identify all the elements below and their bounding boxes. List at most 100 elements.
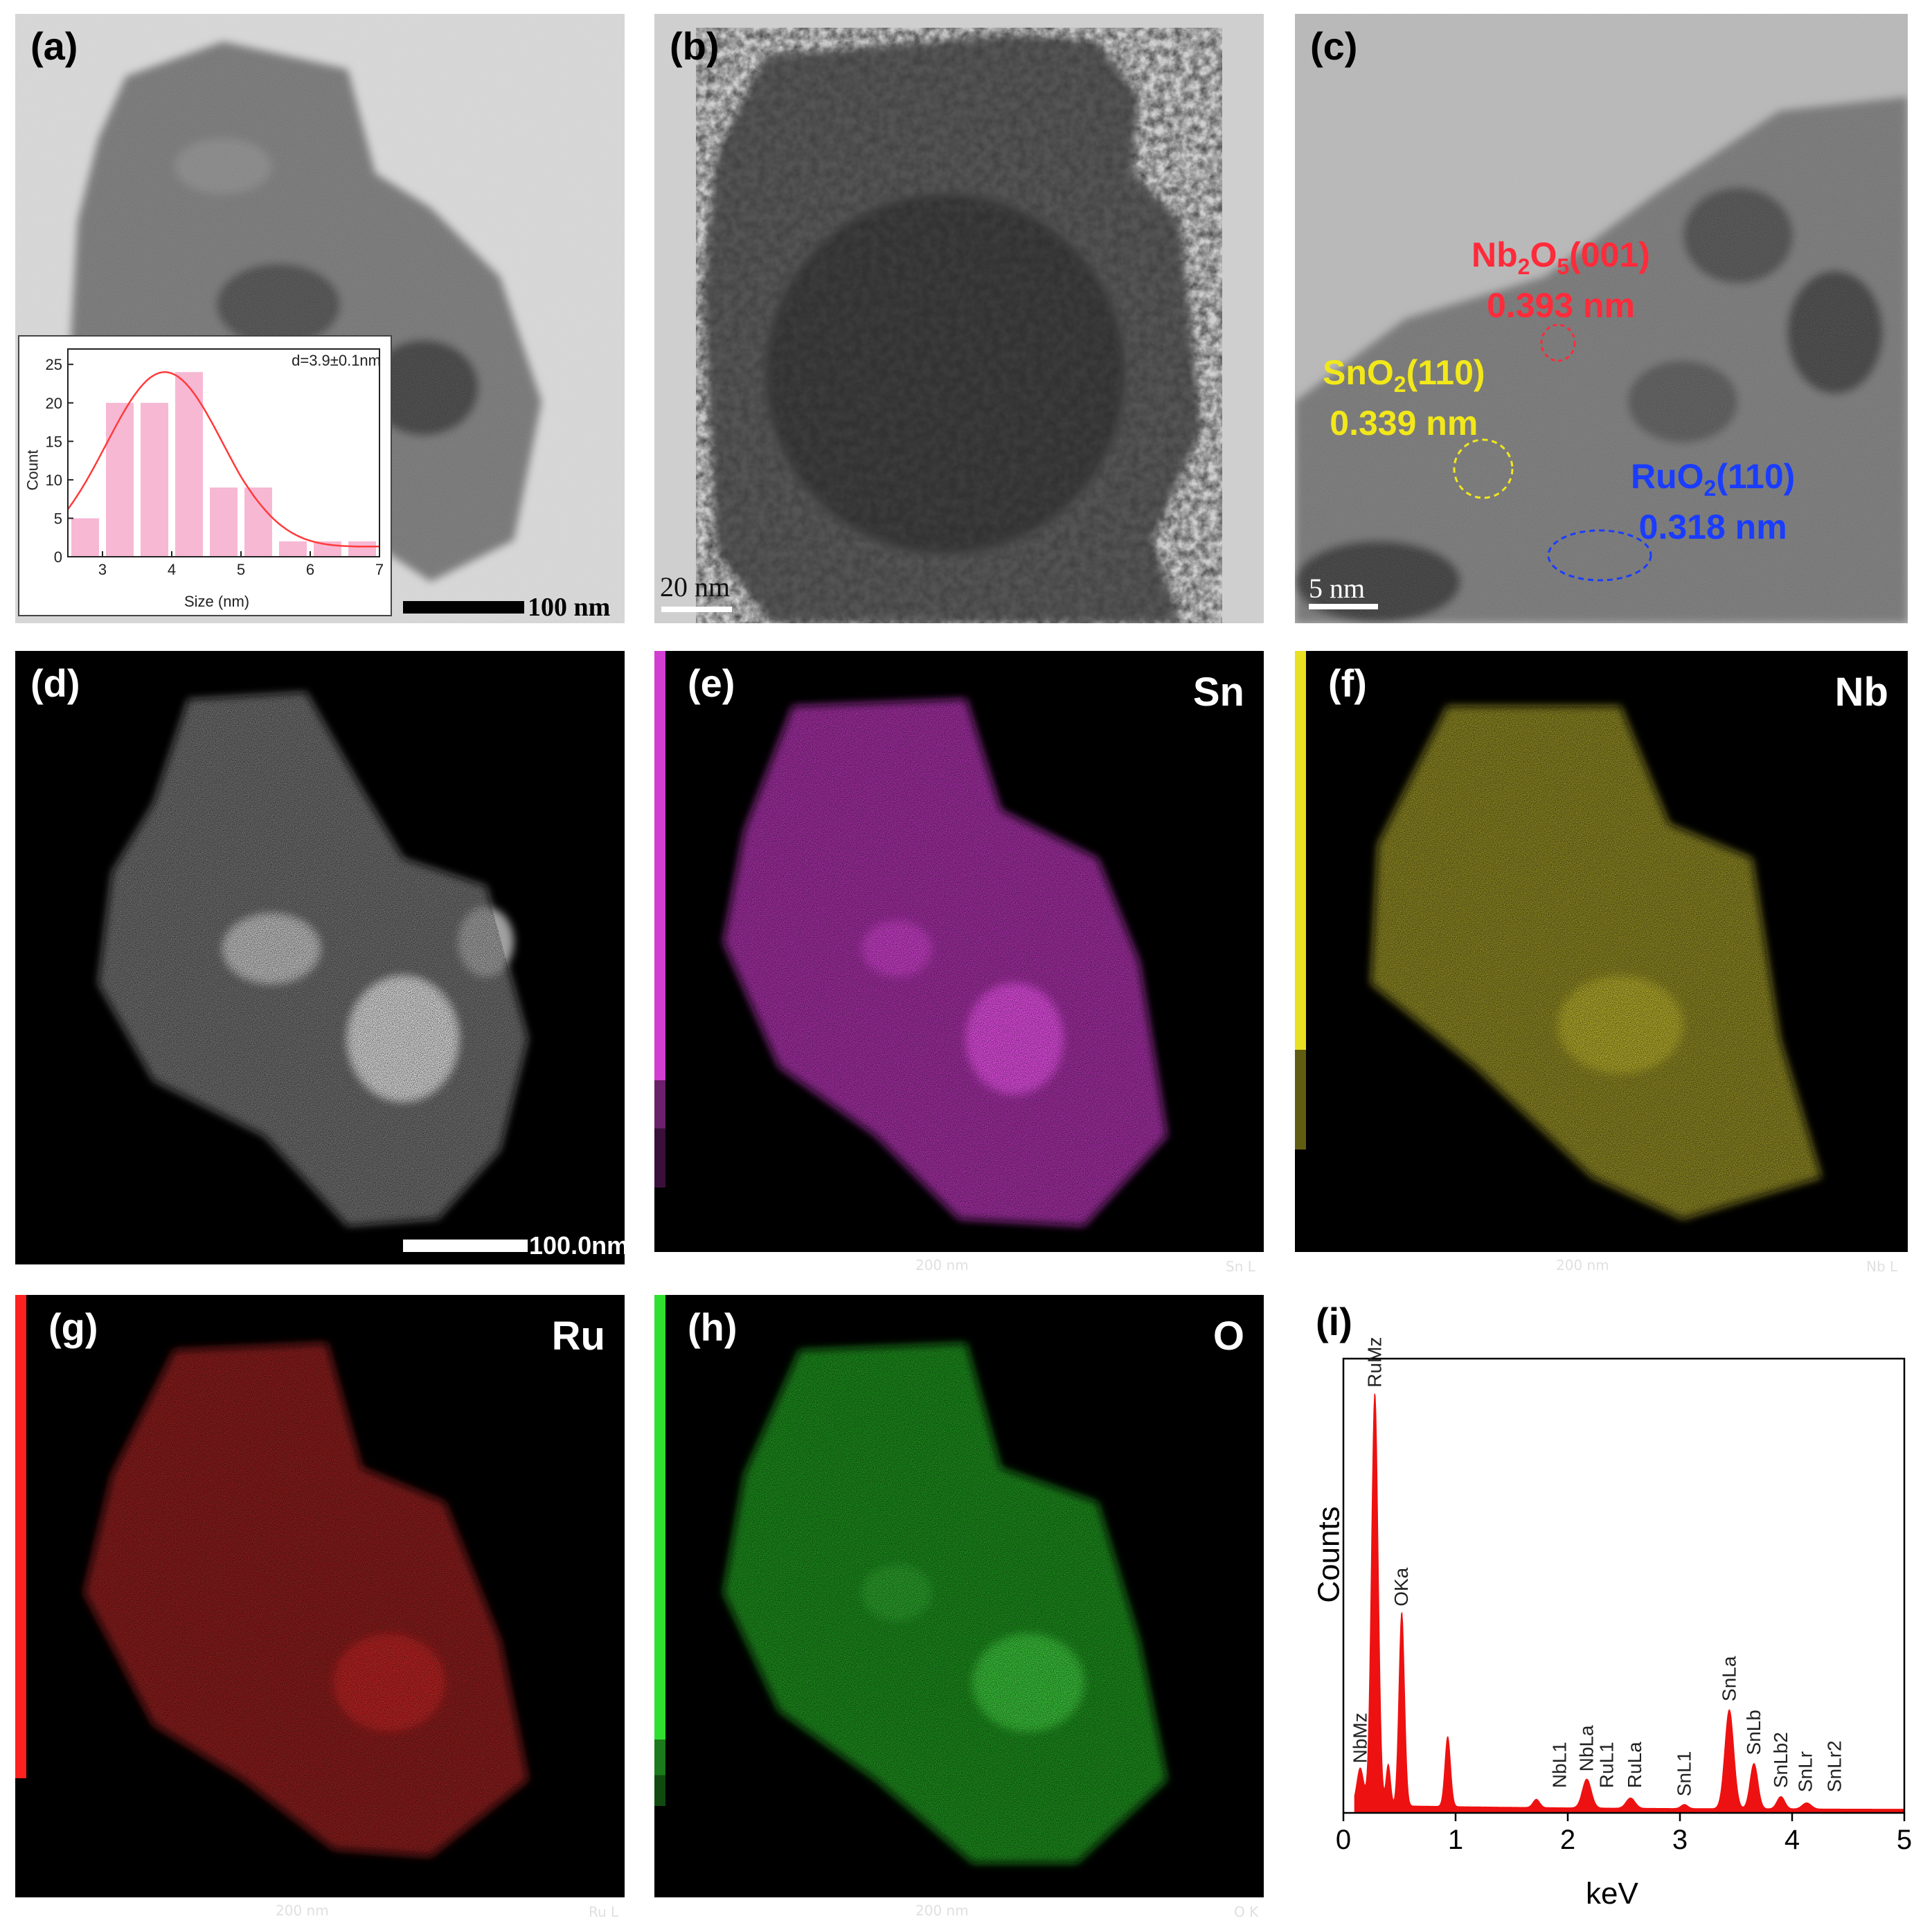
histogram-bar-8 [348,541,376,557]
histogram-plot: 3 4 5 6 7 0 5 10 15 20 25 [46,348,384,578]
nb-spacing: 0.393 nm [1486,286,1635,325]
panel-g-line-code: Ru L [589,1904,619,1920]
y-tick-label-5: 5 [54,510,62,527]
nb-element-label: Nb [1834,670,1888,715]
sno2-annotation: SnO2(110) 0.339 nm [1323,353,1485,442]
nb-plane: (001) [1569,235,1650,274]
ru-compound: RuO [1631,457,1704,496]
histogram-bar-1 [106,402,134,557]
eds-x-tick-label-0: 0 [1336,1825,1351,1855]
o-element-map [654,1295,1264,1897]
x-tick-label-3: 3 [98,561,107,578]
panel-h-label: (h) [688,1305,737,1349]
eds-peak-label-7: SnL1 [1673,1751,1694,1796]
panel-c-scalebar-label: 5 nm [1309,573,1366,604]
panel-c-label: (c) [1310,24,1358,68]
panel-f-line-code: Nb L [1866,1258,1898,1275]
panel-b-label: (b) [670,24,719,68]
eds-x-tick-label-3: 3 [1672,1825,1688,1855]
nb-element-map [1295,651,1908,1252]
panel-e-sn-map: (e) Sn [654,651,1264,1252]
panel-h-line-code: O K [1234,1904,1259,1920]
panel-d-scalebar [403,1240,528,1252]
panel-c-scalebar [1309,604,1378,609]
panel-e-scalebar-label: 200 nm [915,1257,969,1273]
eds-x-tick-label-5: 5 [1897,1825,1912,1855]
hrtem-lattice-image [1295,14,1908,623]
nb-sub1: 2 [1517,254,1530,279]
mesoporous-structure-image [654,14,1264,623]
x-tick-label-6: 6 [306,561,314,578]
y-tick-label-10: 10 [46,472,62,489]
ru-element-map [15,1295,625,1897]
sn-element-label: Sn [1192,670,1244,715]
eds-peak-label-11: SnLr [1794,1751,1816,1792]
ru-colorbar [15,1295,26,1778]
sn-element-map [654,651,1264,1252]
ru-spacing: 0.318 nm [1638,508,1787,546]
eds-peak-label-4: NbLa [1576,1725,1598,1771]
eds-peak-label-6: RuLa [1624,1742,1645,1788]
histogram-bar-5 [244,488,272,557]
mean-size-annotation: d=3.9±0.1nm [292,352,381,369]
eds-x-tick-label-4: 4 [1785,1825,1800,1855]
panel-a-scalebar [403,601,524,614]
histogram-bar-0 [71,518,99,557]
o-colorbar [654,1295,665,1806]
eds-peak-label-8: SnLa [1718,1656,1739,1701]
eds-xlabel: keV [1586,1877,1638,1911]
panel-a-label: (a) [30,24,78,68]
histogram-frame [67,348,380,557]
panel-i-label: (i) [1316,1300,1352,1343]
panel-i-eds-spectrum: (i) 0 1 2 3 4 5 RuMz OKa NbMz NbL1 NbLa RuL1 RuLa SnL… [1295,1295,1918,1918]
x-tick-label-4: 4 [168,561,176,578]
panel-d-haadf-image: (d) 100.0nm [15,651,625,1264]
panel-a-tem-image: (a) 3 4 5 6 7 0 5 10 15 20 25 d=3.9±0.1nm Count Si… [15,14,625,623]
sn-colorbar [654,651,665,1188]
ru-sub1: 2 [1703,476,1717,501]
panel-c-hrtem-image: (c) Nb2O5(001) 0.393 nm SnO2(110) 0.339 … [1295,14,1908,623]
ruo2-annotation: RuO2(110) 0.318 nm [1631,457,1795,546]
eds-peak-label-3: NbL1 [1549,1742,1571,1788]
o-element-label: O [1213,1314,1244,1359]
eds-x-tick-label-1: 1 [1448,1825,1463,1855]
y-tick-label-15: 15 [46,433,62,450]
panel-h-o-map: (h) O [654,1295,1264,1897]
sn-compound: SnO [1323,353,1394,392]
panel-h-scalebar-label: 200 nm [915,1902,969,1919]
nb-colorbar [1295,651,1306,1150]
panel-b-scalebar [661,607,732,612]
eds-spectrum-area [1354,1393,1905,1814]
panel-f-scalebar-label: 200 nm [1556,1257,1609,1273]
eds-peak-label-0: RuMz [1363,1337,1385,1388]
haadf-stem-image [15,651,625,1264]
nb2o5-annotation: Nb2O5(001) 0.393 nm [1472,235,1650,325]
eds-peak-label-10: SnLb2 [1770,1732,1791,1788]
panel-b-scalebar-label: 20 nm [660,571,731,602]
panel-a-scalebar-label: 100 nm [528,593,611,622]
panel-f-label: (f) [1328,661,1367,705]
histogram-bar-4 [210,488,238,557]
size-histogram-inset: 3 4 5 6 7 0 5 10 15 20 25 d=3.9±0.1nm Count Size (… [18,335,392,616]
eds-peak-label-2: NbMz [1349,1712,1370,1763]
x-tick-label-7: 7 [375,561,384,578]
y-tick-label-0: 0 [54,548,62,566]
histogram-ylabel: Count [24,449,42,491]
panel-e-label: (e) [688,661,735,705]
ru-plane: (110) [1716,457,1796,496]
panel-g-ru-map: (g) Ru [15,1295,625,1897]
histogram-bar-3 [175,372,203,557]
x-tick-label-5: 5 [237,561,245,578]
y-tick-label-20: 20 [46,395,62,412]
eds-peak-label-1: OKa [1390,1567,1412,1606]
ru-element-label: Ru [551,1314,605,1359]
panel-f-nb-map: (f) Nb [1295,651,1908,1252]
panel-b-tem-image: (b) 20 nm [654,14,1264,623]
histogram-bar-2 [141,402,168,557]
eds-peak-label-12: SnLr2 [1824,1740,1845,1792]
eds-x-tick-label-2: 2 [1560,1825,1575,1855]
panel-g-scalebar-label: 200 nm [276,1902,329,1919]
eds-peak-label-9: SnLb [1743,1710,1764,1755]
nb-mid: O [1530,235,1557,274]
